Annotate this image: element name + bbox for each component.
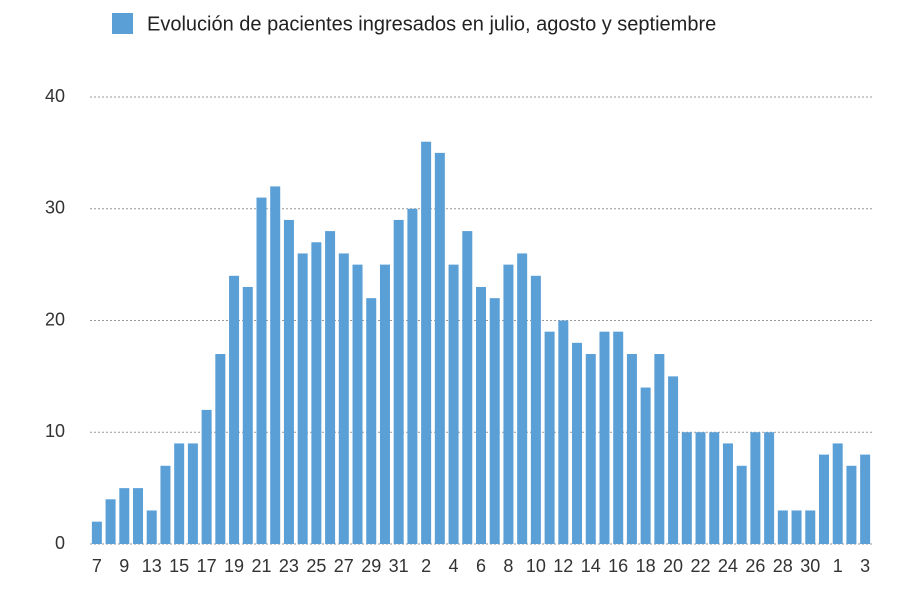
bar <box>270 186 281 544</box>
y-tick-label: 10 <box>45 421 65 441</box>
x-tick-label: 31 <box>389 556 409 576</box>
x-tick-label: 30 <box>800 556 820 576</box>
x-tick-label: 17 <box>197 556 217 576</box>
x-tick-label: 8 <box>503 556 513 576</box>
x-tick-label: 29 <box>361 556 381 576</box>
bar <box>379 264 390 544</box>
bar <box>846 465 857 544</box>
bar <box>174 443 185 544</box>
bar <box>421 141 432 544</box>
y-tick-label: 30 <box>45 198 65 218</box>
bar <box>105 499 116 544</box>
bar <box>338 253 349 544</box>
bar <box>585 354 596 544</box>
x-tick-label: 20 <box>663 556 683 576</box>
bar <box>736 465 747 544</box>
bar <box>626 354 637 544</box>
bar <box>462 231 473 544</box>
bar <box>91 521 102 544</box>
bar <box>805 510 816 544</box>
bar <box>187 443 198 544</box>
x-tick-label: 22 <box>690 556 710 576</box>
x-tick-label: 15 <box>169 556 189 576</box>
bar <box>434 152 445 544</box>
bar <box>654 354 665 544</box>
bar <box>599 331 610 544</box>
bar <box>242 286 253 544</box>
legend-swatch <box>112 13 133 34</box>
bar <box>256 197 267 544</box>
bar <box>640 387 651 544</box>
bar <box>750 432 761 544</box>
bar <box>325 231 336 544</box>
x-tick-label: 27 <box>334 556 354 576</box>
legend-label: Evolución de pacientes ingresados en jul… <box>147 13 716 35</box>
bar <box>503 264 514 544</box>
bar <box>544 331 555 544</box>
bar <box>791 510 802 544</box>
bar <box>695 432 706 544</box>
bar <box>119 488 130 544</box>
x-tick-label: 19 <box>224 556 244 576</box>
bar <box>818 454 829 544</box>
x-tick-label: 26 <box>745 556 765 576</box>
bar <box>764 432 775 544</box>
x-tick-label: 4 <box>449 556 459 576</box>
bar <box>681 432 692 544</box>
x-tick-label: 25 <box>306 556 326 576</box>
y-tick-label: 20 <box>45 309 65 329</box>
x-tick-label: 21 <box>251 556 271 576</box>
bar <box>283 219 294 545</box>
x-tick-label: 16 <box>608 556 628 576</box>
x-tick-label: 14 <box>581 556 601 576</box>
bar <box>311 242 322 544</box>
bar <box>229 275 240 544</box>
bar <box>530 275 541 544</box>
bar <box>668 376 679 544</box>
x-tick-label: 12 <box>553 556 573 576</box>
x-tick-label: 3 <box>860 556 870 576</box>
bar <box>558 320 569 544</box>
bar <box>297 253 308 544</box>
bar <box>366 298 377 544</box>
x-tick-label: 7 <box>92 556 102 576</box>
bar <box>448 264 459 544</box>
y-tick-label: 0 <box>55 533 65 553</box>
bar <box>393 219 404 545</box>
bar <box>201 409 212 544</box>
x-tick-label: 10 <box>526 556 546 576</box>
x-tick-label: 6 <box>476 556 486 576</box>
x-tick-label: 24 <box>718 556 738 576</box>
x-tick-label: 23 <box>279 556 299 576</box>
x-tick-label: 13 <box>142 556 162 576</box>
y-tick-label: 40 <box>45 86 65 106</box>
bar <box>860 454 871 544</box>
bar <box>613 331 624 544</box>
x-tick-label: 18 <box>636 556 656 576</box>
x-tick-label: 9 <box>119 556 129 576</box>
bar <box>832 443 843 544</box>
bar <box>722 443 733 544</box>
x-tick-label: 2 <box>421 556 431 576</box>
bar <box>517 253 528 544</box>
bar <box>407 208 418 544</box>
x-tick-label: 28 <box>773 556 793 576</box>
bar <box>133 488 144 544</box>
bar <box>476 286 486 544</box>
x-tick-label: 1 <box>833 556 843 576</box>
bar <box>160 465 171 544</box>
bar <box>215 354 226 544</box>
bar <box>572 342 583 544</box>
bar <box>352 264 363 544</box>
bar <box>709 432 720 544</box>
bar <box>777 510 788 544</box>
bar <box>489 298 500 544</box>
bar <box>146 510 157 544</box>
